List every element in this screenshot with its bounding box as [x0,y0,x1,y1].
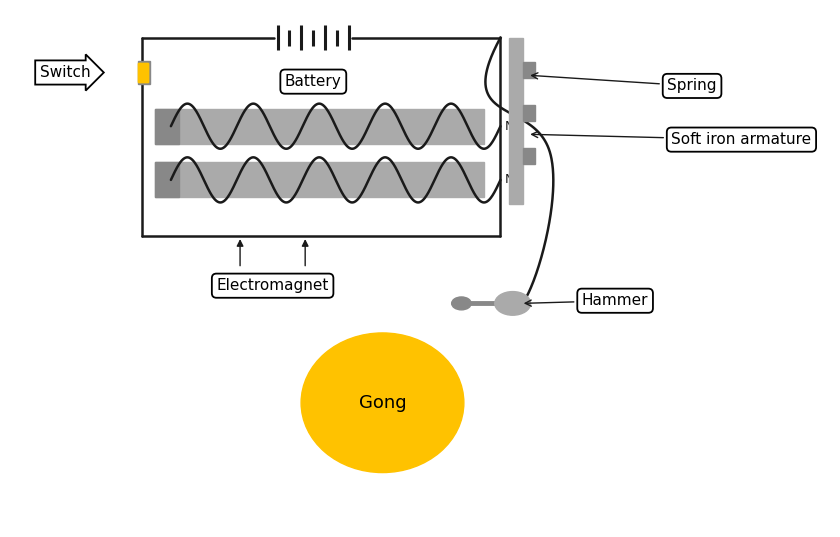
Ellipse shape [301,333,464,473]
Bar [155,162,484,197]
Bar [523,105,535,121]
Bar [509,38,523,204]
Text: Spring: Spring [532,73,717,93]
Text: Hammer: Hammer [525,293,648,308]
Bar [155,108,484,143]
Text: Electromagnet: Electromagnet [217,278,328,293]
Text: Battery: Battery [285,74,342,89]
Text: Switch: Switch [39,65,91,80]
Text: N: N [505,120,514,133]
Text: Soft iron armature: Soft iron armature [532,132,811,147]
Bar [139,63,148,82]
Bar [155,108,179,143]
Bar [523,148,535,164]
Bar [155,162,179,197]
Bar [139,61,150,84]
Text: N: N [505,173,514,186]
Circle shape [452,297,471,310]
Text: Gong: Gong [359,394,407,412]
Bar [139,63,148,82]
Bar [523,62,535,78]
Circle shape [495,292,531,315]
